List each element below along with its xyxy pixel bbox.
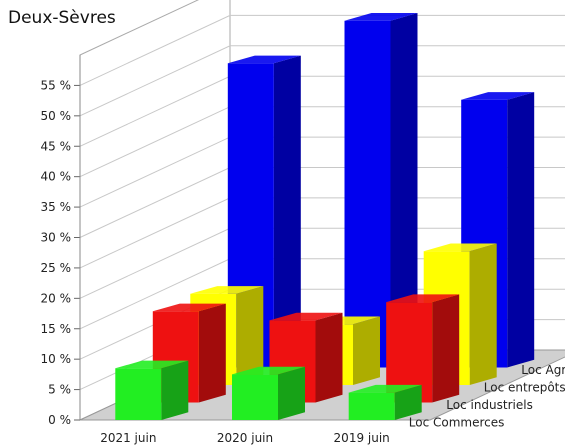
bar-top <box>423 243 497 252</box>
bar-top <box>115 360 189 369</box>
bar-top <box>190 286 264 294</box>
series-label: Loc industriels <box>446 398 533 412</box>
y-tick-label: 5 % <box>48 383 71 397</box>
bar-top <box>269 312 343 321</box>
series-label: Loc entrepôts <box>484 380 565 394</box>
bar-side <box>507 92 535 368</box>
bar <box>348 392 395 420</box>
bar-side <box>390 13 418 368</box>
x-tick-label: 2019 juin <box>334 431 390 445</box>
series-label: Loc Agricoles <box>521 363 565 377</box>
bar <box>344 20 391 368</box>
y-tick-label: 0 % <box>48 413 71 427</box>
y-tick-label: 40 % <box>41 170 72 184</box>
bar-top <box>152 303 226 312</box>
bar-top <box>344 13 418 21</box>
y-tick-label: 35 % <box>41 200 72 214</box>
y-tick-label: 20 % <box>41 291 72 305</box>
y-tick-label: 30 % <box>41 231 72 245</box>
y-tick-label: 50 % <box>41 109 72 123</box>
x-tick-label: 2020 juin <box>217 431 273 445</box>
gridline <box>79 14 565 86</box>
x-tick-label: 2021 juin <box>100 431 156 445</box>
bar-side <box>273 55 301 368</box>
bar <box>115 368 162 420</box>
bar-side <box>236 286 264 385</box>
bar-side <box>315 312 343 403</box>
bar-side <box>469 243 497 385</box>
bar-top <box>232 366 305 375</box>
y-tick-label: 55 % <box>41 78 72 92</box>
y-tick-label: 15 % <box>41 322 72 336</box>
bar-side <box>353 316 380 385</box>
y-tick-label: 25 % <box>41 261 72 275</box>
y-tick-label: 45 % <box>41 139 72 153</box>
bar-side <box>432 294 460 403</box>
chart-title: Deux-Sèvres <box>8 8 116 28</box>
gridline <box>79 45 565 117</box>
bar-side <box>278 366 305 420</box>
bar-side <box>161 360 189 420</box>
bar-top <box>227 55 301 64</box>
y-tick-label: 10 % <box>41 352 72 366</box>
bar-top <box>461 92 535 100</box>
bar-side <box>394 384 422 420</box>
bar <box>386 302 433 403</box>
bar <box>232 374 278 420</box>
bar-top <box>386 294 460 303</box>
bar-side <box>198 303 226 403</box>
series-label: Loc Commerces <box>409 415 505 429</box>
bar-top <box>348 384 422 393</box>
